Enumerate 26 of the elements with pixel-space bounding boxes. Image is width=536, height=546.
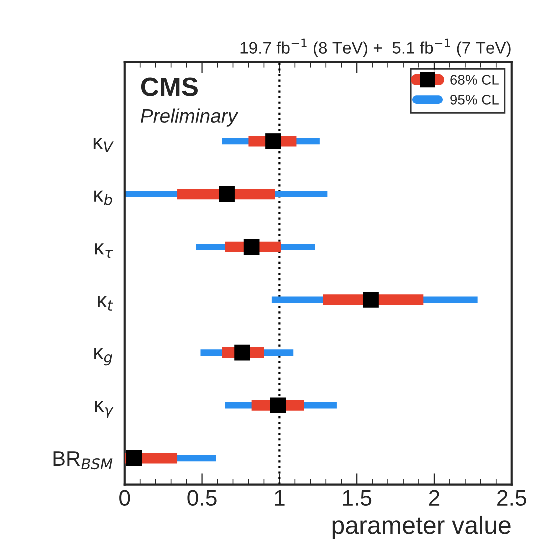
text: CMS bbox=[141, 78, 198, 96]
x-tick-label: 1.5 bbox=[343, 490, 372, 506]
y-tick-label: κ$_{V}$ bbox=[94, 138, 114, 152]
point bbox=[126, 450, 142, 466]
y-tick-label: κ$_{g}$ bbox=[94, 348, 112, 366]
annotation: Preliminary bbox=[140, 108, 239, 127]
y-tick-label: κ$_{γ}$ bbox=[95, 401, 114, 419]
x-tick-label: 0 bbox=[120, 490, 130, 506]
y-tick-label: κ$_{b}$ bbox=[94, 190, 112, 206]
x-tick-label: 2 bbox=[429, 490, 440, 506]
point bbox=[219, 186, 235, 202]
chart-title: 19.7 fb$^{−1}$ (8 TeV) + 5.1 fb$^{−1}$ (7 TeV) bbox=[240, 38, 511, 58]
point bbox=[244, 239, 260, 256]
y-tick-label: BR$_{BSM}$ bbox=[54, 452, 113, 470]
x-tick-label: 0.5 bbox=[188, 490, 217, 506]
point bbox=[270, 398, 286, 414]
y-tick-label: κ$_{τ}$ bbox=[95, 244, 114, 258]
y-tick-label: κ$_{t}$ bbox=[98, 296, 114, 311]
point bbox=[266, 134, 282, 150]
x-tick-label: 1 bbox=[275, 490, 285, 506]
point bbox=[234, 344, 250, 361]
legend-label: 68% CL bbox=[450, 75, 499, 85]
point bbox=[363, 292, 379, 308]
x-tick-label: 2.5 bbox=[498, 490, 526, 506]
x-axis-title: parameter value bbox=[332, 516, 511, 540]
legend-label: 95% CL bbox=[450, 95, 499, 105]
